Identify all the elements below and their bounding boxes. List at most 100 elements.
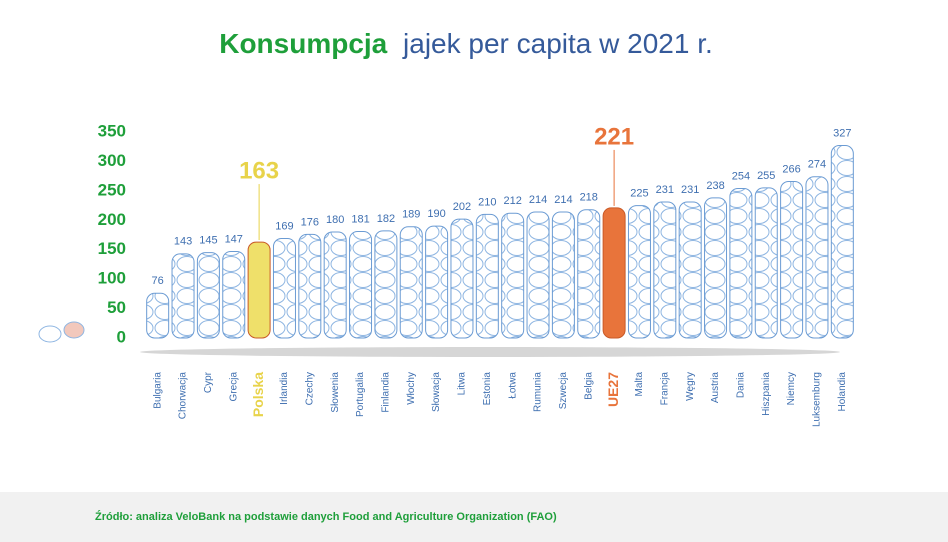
bar — [602, 207, 626, 339]
value-label: 76 — [152, 275, 164, 287]
x-tick-label: Słowenia — [330, 372, 341, 413]
x-tick-label: Cypr — [203, 371, 214, 393]
x-tick-label: Czechy — [304, 372, 315, 405]
bar — [754, 187, 778, 339]
bar — [247, 241, 271, 339]
x-tick-label: Szwecja — [558, 372, 569, 410]
value-label: 169 — [275, 220, 293, 232]
value-label: 238 — [706, 180, 724, 192]
bar — [627, 205, 651, 339]
value-label: 145 — [199, 235, 217, 247]
bar — [830, 145, 854, 339]
value-label: 190 — [427, 208, 445, 220]
bar — [577, 209, 601, 339]
x-tick-label: Rumunia — [533, 372, 544, 412]
x-tick-label: Holandia — [837, 372, 848, 412]
bar — [501, 212, 525, 339]
y-tick-label: 200 — [98, 210, 126, 229]
value-label: 210 — [478, 196, 496, 208]
x-tick-label: Belgia — [583, 372, 594, 400]
value-label: 266 — [782, 163, 800, 175]
bar — [678, 201, 702, 339]
bar — [374, 230, 398, 339]
bar — [323, 231, 347, 339]
bar — [551, 211, 575, 339]
y-tick-label: 100 — [98, 269, 126, 288]
bar — [222, 250, 246, 339]
value-label: 180 — [326, 214, 344, 226]
x-tick-label: Łotwa — [507, 372, 518, 399]
x-tick-label: Niemcy — [786, 372, 797, 405]
source: Źródło: analiza VeloBank na podstawie da… — [95, 510, 557, 523]
bar — [425, 225, 449, 339]
x-tick-label: Włochy — [406, 372, 417, 405]
x-tick-label: Hiszpania — [761, 372, 772, 416]
shadow — [140, 347, 840, 357]
x-tick-label: Węgry — [685, 372, 696, 401]
y-tick-label: 350 — [98, 121, 126, 140]
bar — [146, 292, 170, 339]
bar — [729, 188, 753, 339]
title-rest: jajek per capita w 2021 r. — [402, 28, 713, 59]
y-tick-label: 150 — [98, 239, 126, 258]
x-tick-label: Polska — [250, 372, 266, 417]
value-label: 225 — [630, 187, 648, 199]
value-label: 176 — [301, 216, 319, 228]
footer-band — [0, 492, 948, 542]
value-label: 212 — [503, 195, 521, 207]
bar — [526, 211, 550, 339]
x-tick-label: Estonia — [482, 372, 493, 406]
x-tick-label: Malta — [634, 372, 645, 397]
y-tick-label: 300 — [98, 151, 126, 170]
bar — [349, 230, 373, 339]
bar — [298, 233, 322, 339]
value-label: 143 — [174, 236, 192, 248]
x-tick-label: UE27 — [605, 372, 621, 407]
value-label: 221 — [594, 123, 634, 150]
value-label: 254 — [732, 170, 750, 182]
x-tick-label: Irlandia — [279, 372, 290, 405]
value-label: 202 — [453, 201, 471, 213]
bar — [399, 226, 423, 339]
x-tick-label: Litwa — [457, 372, 468, 396]
value-label: 214 — [529, 194, 547, 206]
value-label: 327 — [833, 127, 851, 139]
value-label: 231 — [681, 184, 699, 196]
x-tick-label: Austria — [710, 372, 721, 404]
value-label: 182 — [377, 213, 395, 225]
bar — [450, 218, 474, 339]
x-tick-label: Dania — [736, 372, 747, 399]
bar — [653, 201, 677, 339]
x-tick-label: Portugalia — [355, 372, 366, 417]
decor-eggs — [38, 321, 85, 343]
x-tick-label: Luksemburg — [812, 372, 823, 427]
bar — [704, 197, 728, 339]
bar — [272, 238, 296, 339]
value-label: 218 — [580, 192, 598, 204]
y-tick-label: 50 — [107, 298, 126, 317]
x-tick-label: Finlandia — [381, 372, 392, 413]
x-tick-label: Chorwacja — [178, 372, 189, 420]
value-label: 147 — [225, 233, 243, 245]
value-label: 231 — [656, 184, 674, 196]
bar — [475, 213, 499, 339]
x-tick-label: Grecja — [228, 372, 239, 402]
value-label: 163 — [239, 157, 279, 184]
value-label: 214 — [554, 194, 572, 206]
bar — [805, 176, 829, 339]
value-label: 181 — [351, 213, 369, 225]
bar — [780, 180, 804, 339]
value-label: 189 — [402, 209, 420, 221]
bar — [196, 252, 220, 339]
value-label: 255 — [757, 170, 775, 182]
x-tick-label: Francja — [659, 372, 670, 406]
bar — [171, 253, 195, 339]
value-label: 274 — [808, 159, 826, 171]
chart-title: Konsumpcja jajek per capita w 2021 r. — [219, 28, 713, 59]
x-tick-label: Słowacja — [431, 372, 442, 412]
x-tick-label: Bulgaria — [152, 372, 163, 409]
y-tick-label: 0 — [117, 327, 126, 346]
y-tick-label: 250 — [98, 180, 126, 199]
title-highlight: Konsumpcja — [219, 28, 387, 59]
